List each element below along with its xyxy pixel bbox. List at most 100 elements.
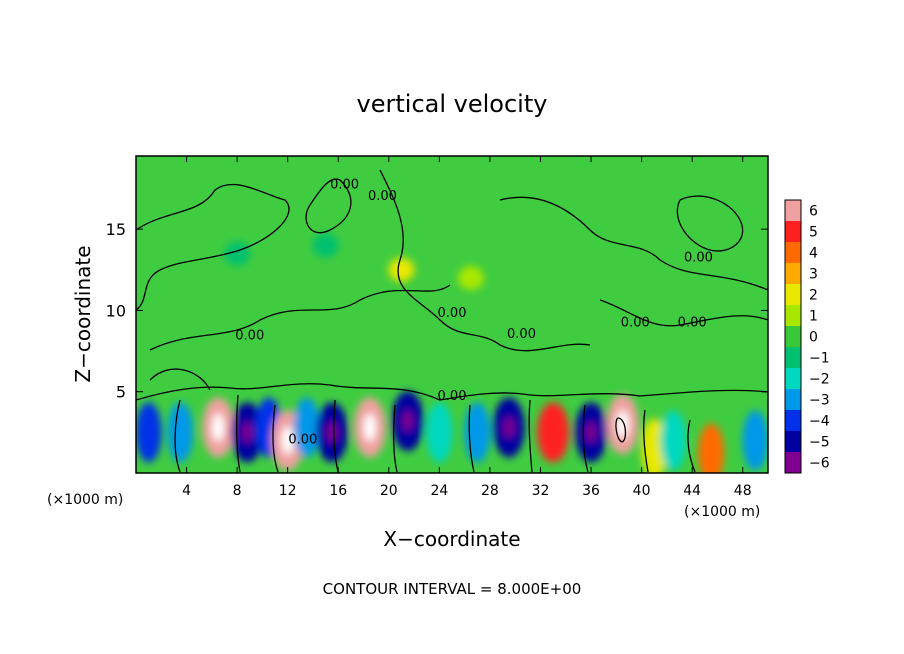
velocity-cell-20 (388, 257, 415, 282)
x-tick-label-48: 48 (734, 483, 752, 499)
velocity-cell-core-15 (616, 410, 629, 439)
x-tick-label-8: 8 (233, 483, 242, 499)
colorbar-swatch-6 (785, 326, 801, 347)
x-axis-label: X−coordinate (383, 527, 520, 551)
colorbar-swatch-2 (785, 242, 801, 263)
velocity-cell-11 (464, 402, 491, 463)
contour-line (393, 404, 398, 473)
colorbar-swatch-0 (785, 200, 801, 221)
contour-label-3: 0.00 (438, 306, 467, 321)
y-tick-label-10: 10 (106, 301, 126, 320)
velocity-cell-core-7 (326, 422, 337, 443)
x-tick-label-28: 28 (481, 483, 499, 499)
contour-line (174, 399, 181, 473)
contour-line (136, 383, 768, 401)
velocity-cell-core-8 (363, 413, 376, 442)
colorbar-label-10: −4 (809, 414, 830, 430)
contour-label-9: 0.00 (288, 433, 317, 448)
contour-label-0: 0.00 (330, 178, 359, 193)
velocity-cell-6 (293, 397, 320, 458)
colorbar-label-2: 4 (809, 246, 818, 262)
velocity-cell-23 (457, 265, 484, 290)
colorbar-swatch-9 (785, 389, 801, 410)
velocity-cell-core-9 (402, 410, 413, 431)
contour-line (582, 404, 589, 473)
y-axis-label: Z−coordinate (71, 245, 95, 382)
colorbar-label-11: −5 (809, 435, 830, 451)
colorbar-label-6: 0 (809, 330, 818, 346)
x-tick-label-16: 16 (329, 483, 347, 499)
contour-line (528, 399, 533, 473)
colorbar-swatch-7 (785, 347, 801, 368)
contour-line (236, 394, 241, 473)
contour-line (333, 399, 339, 473)
contour-interval-note: CONTOUR INTERVAL = 8.000E+00 (323, 580, 582, 598)
colorbar-swatch-1 (785, 221, 801, 242)
contour-line (379, 169, 591, 352)
velocity-cell-21 (312, 233, 339, 258)
contour-label-1: 0.00 (368, 189, 397, 204)
velocity-cell-core-5 (281, 426, 294, 455)
velocity-cell-13 (537, 402, 570, 463)
colorbar-swatch-5 (785, 305, 801, 326)
contour-line (615, 417, 627, 443)
contour-label-6: 0.00 (678, 316, 707, 331)
velocity-cell-core-2 (212, 413, 225, 442)
colorbar-frame (784, 199, 802, 474)
x-tick-label-24: 24 (430, 483, 448, 499)
x-tick-label-44: 44 (683, 483, 701, 499)
colorbar-label-8: −2 (809, 372, 830, 388)
contour-line (136, 183, 290, 311)
x-tick-label-12: 12 (279, 483, 297, 499)
colorbar-label-1: 5 (809, 225, 818, 241)
colorbar-label-5: 1 (809, 309, 818, 325)
contour-line (687, 419, 696, 473)
velocity-cell-core-14 (586, 422, 597, 443)
x-tick-label-40: 40 (633, 483, 651, 499)
x-tick-label-4: 4 (182, 483, 191, 499)
x-tick-label-20: 20 (380, 483, 398, 499)
velocity-cell-10 (426, 402, 453, 463)
colorbar-label-7: −1 (809, 351, 830, 367)
contour-line (149, 368, 211, 391)
x-tick-label-36: 36 (582, 483, 600, 499)
contour-line (643, 409, 649, 473)
x-unit-right: (×1000 m) (684, 504, 760, 520)
colorbar-label-0: 6 (809, 204, 818, 220)
colorbar: 6 5 4 3 2 1 0 −1 −2 −3 −4 −5 −6 (784, 199, 830, 474)
y-tick-label-5: 5 (116, 383, 126, 402)
contour-line (468, 404, 475, 473)
velocity-cell-22 (224, 241, 251, 266)
colorbar-swatch-12 (785, 452, 801, 473)
contour-line (599, 299, 768, 327)
plot-frame (135, 155, 769, 474)
velocity-cell-0 (136, 402, 162, 463)
x-tick-label-32: 32 (532, 483, 550, 499)
velocity-cell-17 (660, 410, 687, 471)
colorbar-swatch-3 (785, 263, 801, 284)
colorbar-label-12: −6 (809, 456, 830, 472)
colorbar-label-9: −3 (809, 393, 830, 409)
contour-label-2: 0.00 (684, 251, 713, 266)
velocity-cell-19 (742, 410, 768, 471)
contour-line (499, 196, 768, 291)
colorbar-swatch-10 (785, 410, 801, 431)
velocity-cell-core-12 (503, 417, 514, 438)
colorbar-label-4: 2 (809, 288, 818, 304)
contour-line (676, 195, 744, 252)
contour-label-8: 0.00 (438, 389, 467, 404)
contour-label-5: 0.00 (621, 316, 650, 331)
colorbar-swatch-11 (785, 431, 801, 452)
colorbar-swatch-4 (785, 284, 801, 305)
x-unit-left: (×1000 m) (47, 492, 123, 508)
chart-title: vertical velocity (357, 90, 548, 118)
colorbar-label-3: 3 (809, 267, 818, 283)
contour-label-4: 0.00 (507, 327, 536, 342)
contour-line (272, 404, 279, 473)
colorbar-swatch-8 (785, 368, 801, 389)
y-tick-label-15: 15 (106, 220, 126, 239)
velocity-cell-core-3 (242, 422, 253, 443)
contour-line (149, 284, 451, 351)
contour-label-7: 0.00 (235, 329, 264, 344)
